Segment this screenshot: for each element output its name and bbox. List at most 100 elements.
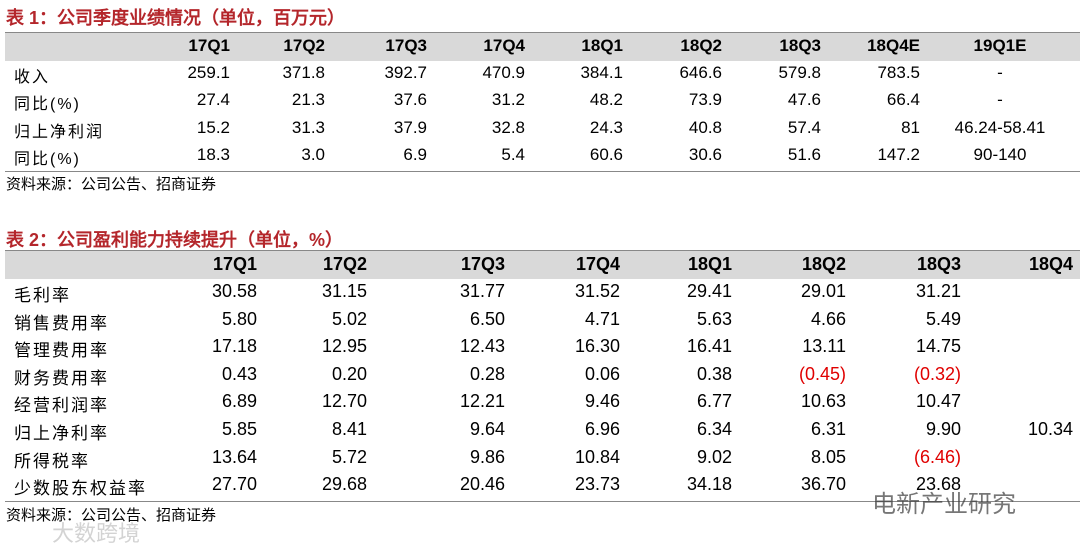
row-label: 毛利率	[14, 286, 71, 305]
table-cell: 0.38	[696, 363, 732, 384]
table-cell: 5.02	[331, 308, 367, 329]
row-label: 少数股东权益率	[14, 479, 147, 499]
column-header: 18Q1	[687, 254, 732, 274]
table-cell: 8.41	[331, 419, 367, 439]
column-header: 17Q4	[575, 254, 620, 274]
table-cell: 8.05	[810, 446, 846, 467]
column-header: 17Q2	[322, 254, 367, 274]
column-header: 18Q3	[779, 36, 821, 55]
column-header: 17Q1	[188, 36, 230, 55]
table-cell: 37.9	[393, 117, 427, 137]
table-cell: 9.02	[696, 446, 732, 467]
table-cell: 57.4	[787, 117, 821, 137]
table-cell: 6.9	[403, 144, 427, 164]
table-cell: 46.24-58.41	[954, 117, 1046, 137]
table-cell: 6.89	[221, 391, 257, 412]
row-label: 财务费用率	[14, 368, 109, 388]
table-cell: 10.84	[574, 446, 620, 467]
table-cell: 18.3	[196, 144, 230, 164]
table-cell: 5.49	[925, 308, 961, 329]
table-cell: 48.2	[589, 90, 623, 110]
table-cell: 37.6	[393, 90, 427, 110]
table-cell: 31.3	[291, 117, 325, 137]
table-cell: 31.15	[321, 281, 367, 301]
table-cell: 9.46	[584, 391, 620, 412]
table-cell: 31.2	[491, 90, 525, 110]
row-label: 归上净利率	[14, 424, 109, 443]
table-cell: 9.86	[469, 446, 505, 467]
table-cell: 6.50	[469, 308, 505, 329]
table-cell: 29.41	[686, 281, 732, 301]
table-cell: 16.30	[574, 336, 620, 357]
column-header: 18Q2	[801, 254, 846, 274]
column-header: 17Q3	[460, 254, 505, 274]
table-cell: 10.47	[915, 391, 961, 412]
table-cell: 646.6	[679, 63, 722, 82]
table-cell: 783.5	[877, 63, 920, 82]
table-cell: 13.64	[211, 446, 257, 467]
table-cell: 40.8	[688, 117, 722, 137]
row-label: 所得税率	[14, 451, 90, 471]
column-header: 18Q4E	[867, 36, 920, 55]
table-cell: 36.70	[800, 474, 846, 495]
row-label: 经营利润率	[14, 396, 109, 416]
table-cell: 5.80	[221, 308, 257, 329]
watermark: 大数跨境	[52, 521, 141, 546]
column-header: 18Q4	[1028, 254, 1073, 274]
table-cell: 12.95	[321, 336, 367, 357]
watermark: 电新产业研究	[872, 491, 1016, 518]
column-header: 18Q2	[680, 36, 722, 55]
table-cell: 14.75	[915, 336, 961, 357]
table-cell: 392.7	[384, 63, 427, 82]
table-cell: 0.28	[469, 363, 505, 384]
column-header: 18Q1	[581, 36, 623, 55]
table-cell: 90-140	[973, 144, 1027, 164]
column-header: 19Q1E	[973, 36, 1027, 55]
table-cell: 4.66	[810, 308, 846, 329]
table-cell: 5.63	[696, 308, 732, 329]
table-cell: 259.1	[187, 63, 230, 82]
table-bottom-rule	[5, 500, 1080, 502]
table-cell: 23.68	[915, 474, 961, 495]
table-cell: 10.34	[1027, 419, 1073, 439]
row-label: 收入	[14, 69, 51, 86]
table-cell: 60.6	[589, 144, 623, 164]
row-label: 同比(%)	[14, 96, 81, 114]
table-cell: 20.46	[459, 474, 505, 495]
source-note: 资料来源：公司公告、招商证券	[6, 176, 217, 193]
table-cell: 9.90	[925, 419, 961, 439]
table-cell: 34.18	[686, 474, 732, 495]
table-cell: 29.68	[321, 474, 367, 495]
table-cell: 31.77	[459, 281, 505, 301]
table-cell: 73.9	[688, 90, 722, 110]
column-header: 17Q4	[483, 36, 525, 55]
table-cell: 147.2	[877, 144, 920, 164]
table-bottom-rule	[5, 171, 1080, 173]
column-header: 18Q3	[916, 254, 961, 274]
table-cell: 32.8	[491, 117, 525, 137]
table-title: 表 2：公司盈利能力持续提升（单位，%）	[6, 230, 344, 250]
table-cell: 17.18	[211, 336, 257, 357]
table-cell: 5.85	[221, 419, 257, 439]
header-row	[5, 32, 1080, 61]
table-cell: 12.70	[321, 391, 367, 412]
table-cell: 81	[901, 117, 920, 137]
table-cell: 66.4	[886, 90, 920, 110]
row-label: 同比(%)	[14, 150, 81, 168]
table-cell: 6.31	[810, 419, 846, 439]
table-cell: 16.41	[686, 336, 732, 357]
table-cell: 31.52	[574, 281, 620, 301]
row-label: 销售费用率	[14, 313, 109, 333]
table-cell: -	[997, 63, 1003, 82]
table-title: 表 1：公司季度业绩情况（单位，百万元）	[6, 8, 346, 28]
table-cell: 15.2	[196, 117, 230, 137]
table-cell: 21.3	[291, 90, 325, 110]
row-label: 管理费用率	[14, 341, 109, 361]
table-cell: 579.8	[778, 63, 821, 82]
table-cell: 384.1	[580, 63, 623, 82]
table-cell: 29.01	[800, 281, 846, 301]
table-cell: 47.6	[787, 90, 821, 110]
table-cell: 6.77	[696, 391, 732, 412]
table-cell: 27.70	[211, 474, 257, 495]
